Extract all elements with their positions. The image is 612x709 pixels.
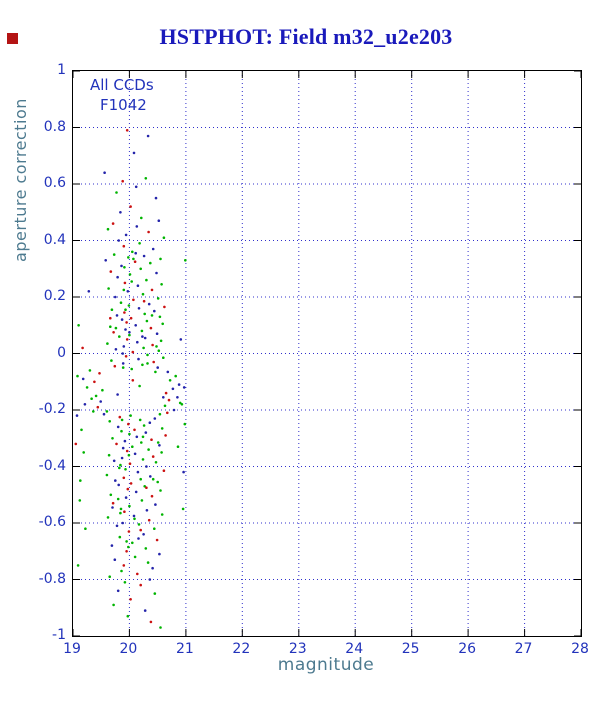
x-tick-label: 24 xyxy=(345,641,364,657)
annotation-filter: F1042 xyxy=(100,96,147,114)
y-tick-label: -0.2 xyxy=(38,401,66,417)
x-tick-label: 28 xyxy=(571,641,589,657)
x-tick-label: 27 xyxy=(514,641,533,657)
x-tick-label: 21 xyxy=(175,641,194,657)
y-tick-label: 0.8 xyxy=(43,118,66,135)
x-tick-label: 19 xyxy=(63,641,81,657)
y-tick-label: -1 xyxy=(52,627,66,643)
x-tick-label: 20 xyxy=(119,641,138,657)
annotation-all-ccds: All CCDs xyxy=(90,76,154,94)
scatter-plot-canvas xyxy=(73,71,581,636)
x-tick-label: 23 xyxy=(288,641,307,657)
x-tick-label: 22 xyxy=(232,641,251,657)
chart-title: HSTPHOT: Field m32_u2e203 xyxy=(159,24,453,49)
y-tick-label: 0.6 xyxy=(43,175,66,191)
y-tick-label: -0.6 xyxy=(38,514,66,530)
y-tick-label: -0.8 xyxy=(38,570,66,587)
plot-area: All CCDs F1042 xyxy=(72,70,582,637)
x-tick-label: 26 xyxy=(458,641,477,657)
y-tick-label: 0.2 xyxy=(43,288,66,304)
x-tick-label: 25 xyxy=(401,641,420,657)
y-tick-label: 0.4 xyxy=(43,231,66,248)
x-axis-label: magnitude xyxy=(277,655,375,675)
y-tick-label: 1 xyxy=(57,62,66,78)
y-tick-label: 0 xyxy=(57,344,66,361)
corner-marker xyxy=(7,33,18,44)
y-tick-label: -0.4 xyxy=(38,457,66,474)
